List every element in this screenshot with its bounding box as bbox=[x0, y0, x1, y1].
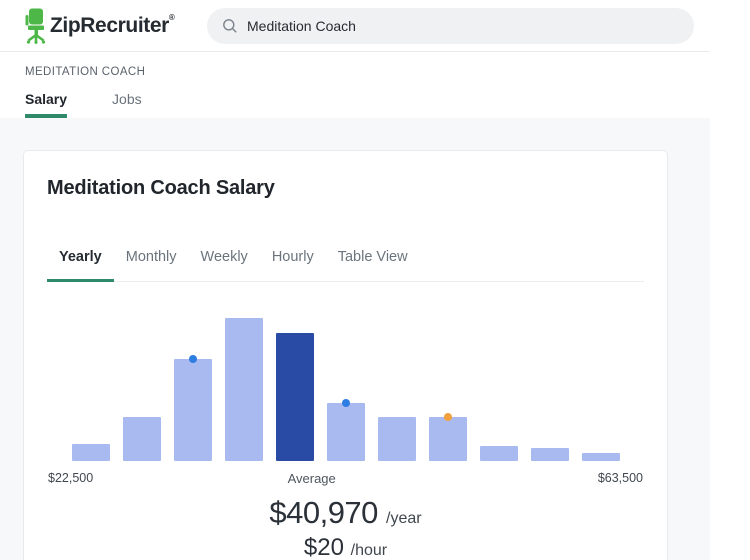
tab-hourly[interactable]: Hourly bbox=[271, 249, 314, 265]
histogram-bar[interactable] bbox=[123, 417, 161, 461]
histogram-bar[interactable] bbox=[429, 413, 467, 461]
average-yearly-unit: /year bbox=[386, 510, 422, 527]
ziprecruiter-logo[interactable]: ZipRecruiter® bbox=[25, 8, 175, 44]
header: ZipRecruiter® Meditation Coach bbox=[0, 0, 710, 52]
histogram-bar[interactable] bbox=[378, 417, 416, 461]
period-tabs: Yearly Monthly Weekly Hourly Table View bbox=[47, 249, 644, 282]
subnav-tab-salary[interactable]: Salary bbox=[25, 91, 68, 118]
histogram-bar-highlighted[interactable] bbox=[276, 333, 314, 461]
average-yearly: $40,970 /year bbox=[47, 495, 644, 531]
salary-histogram-bars bbox=[72, 318, 620, 461]
axis-labels: $22,500 Average $63,500 bbox=[47, 471, 644, 486]
subnav-tab-jobs[interactable]: Jobs bbox=[112, 91, 142, 118]
histogram-bar[interactable] bbox=[327, 399, 365, 461]
average-label: Average bbox=[287, 471, 336, 486]
brand-name: ZipRecruiter® bbox=[50, 13, 175, 37]
search-icon bbox=[223, 19, 237, 33]
percentile-dot-blue bbox=[342, 399, 350, 407]
registered-mark: ® bbox=[168, 13, 175, 22]
tab-table-view[interactable]: Table View bbox=[337, 249, 408, 265]
active-tab-underline bbox=[25, 114, 68, 118]
histogram-bar[interactable] bbox=[174, 355, 212, 461]
subnav-tabs: Salary Jobs bbox=[25, 91, 710, 118]
tab-monthly[interactable]: Monthly bbox=[125, 249, 177, 265]
tab-weekly[interactable]: Weekly bbox=[200, 249, 248, 265]
percentile-dot-orange bbox=[444, 413, 452, 421]
search-input[interactable]: Meditation Coach bbox=[207, 8, 694, 44]
average-hourly: $20 /hour bbox=[47, 534, 644, 560]
tab-yearly[interactable]: Yearly bbox=[47, 249, 114, 282]
subnav: MEDITATION COACH Salary Jobs bbox=[0, 52, 710, 118]
search-value: Meditation Coach bbox=[247, 18, 356, 34]
subnav-tab-salary-label: Salary bbox=[25, 91, 68, 107]
card-title: Meditation Coach Salary bbox=[47, 177, 275, 199]
histogram-bar[interactable] bbox=[72, 444, 110, 461]
histogram-bar[interactable] bbox=[582, 453, 620, 461]
percentile-dot-blue bbox=[189, 355, 197, 363]
average-hourly-unit: /hour bbox=[350, 542, 388, 559]
subnav-tab-jobs-label: Jobs bbox=[112, 91, 142, 107]
average-hourly-value: $20 bbox=[303, 534, 344, 560]
breadcrumb: MEDITATION COACH bbox=[25, 66, 146, 78]
histogram-bar[interactable] bbox=[531, 448, 569, 461]
axis-max-label: $63,500 bbox=[597, 471, 643, 485]
salary-card: Meditation Coach Salary Yearly Monthly W… bbox=[23, 150, 668, 560]
histogram-bar[interactable] bbox=[225, 318, 263, 461]
page: ZipRecruiter® Meditation Coach MEDITATIO… bbox=[0, 0, 710, 560]
histogram-bar[interactable] bbox=[480, 446, 518, 461]
average-yearly-value: $40,970 bbox=[269, 495, 378, 530]
axis-min-label: $22,500 bbox=[48, 471, 94, 485]
average-salary-block: $40,970 /year $20 /hour bbox=[47, 495, 644, 560]
chair-logo-icon bbox=[25, 8, 46, 44]
content-section: Meditation Coach Salary Yearly Monthly W… bbox=[0, 118, 710, 560]
